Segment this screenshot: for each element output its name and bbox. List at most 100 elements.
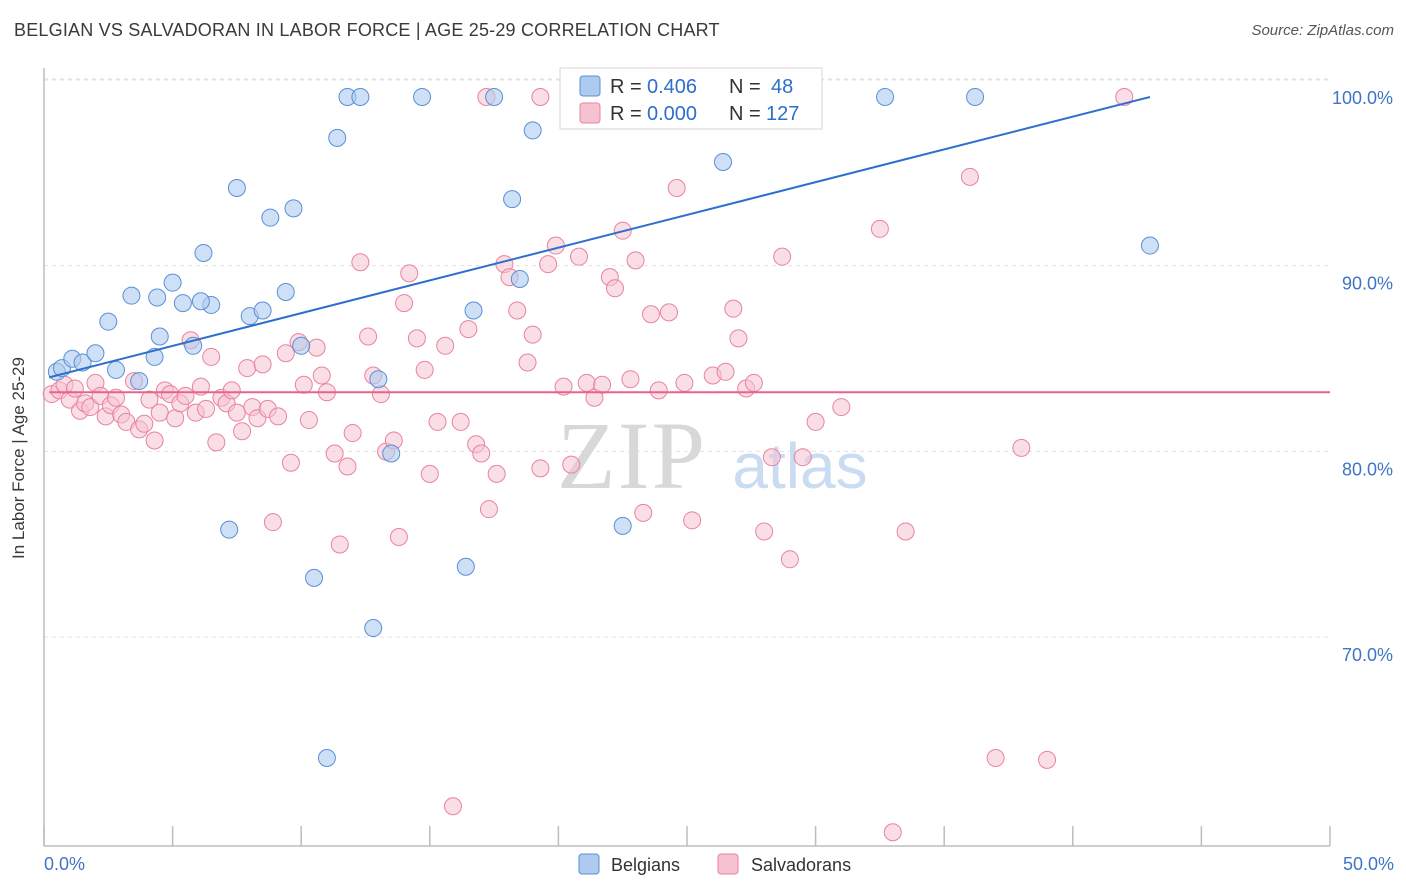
x-ticks — [43, 826, 1331, 846]
belgian-point — [305, 568, 324, 587]
belgian-point — [413, 88, 432, 106]
salvadoran-point — [1115, 88, 1134, 106]
salvadoran-point — [569, 247, 588, 266]
salvadoran-point — [780, 550, 799, 569]
salvadoran-point — [593, 375, 612, 394]
salvadoran-point — [762, 448, 781, 467]
salvadoran-point — [773, 247, 792, 266]
salvadoran-point — [634, 503, 653, 522]
salvadoran-point — [724, 299, 743, 318]
salvadoran-point — [577, 373, 596, 392]
salvadoran-point — [531, 459, 550, 478]
salvadoran-point — [539, 255, 558, 274]
salvadoran-point — [428, 412, 447, 431]
salvadoran-point — [793, 448, 812, 467]
belgian-point — [148, 288, 167, 307]
salvadoran-point — [359, 327, 378, 346]
salvadoran-point — [227, 403, 246, 422]
salvadoran-point — [451, 412, 470, 431]
belgian-point — [966, 88, 985, 106]
belgian-point — [876, 88, 895, 106]
salvadoran-point — [343, 424, 362, 443]
salvadoran-point — [443, 797, 462, 816]
legend-swatch-belgians — [579, 75, 601, 97]
legend-r-value-salvadorans: 0.000 — [647, 103, 697, 125]
y-tick-label: 100.0% — [1332, 88, 1393, 108]
salvadoran-point — [299, 411, 318, 430]
salvadoran-point — [407, 329, 426, 348]
belgian-point — [317, 748, 336, 767]
belgian-point — [276, 282, 295, 301]
belgian-point — [292, 336, 311, 355]
trend-lines — [48, 96, 1330, 394]
belgian-point — [382, 444, 401, 463]
salvadoran-point — [202, 347, 221, 366]
salvadoran-point — [420, 464, 439, 483]
belgian-point — [456, 557, 475, 576]
salvadoran-point — [667, 178, 686, 197]
salvadoran-point — [400, 264, 419, 283]
belgian-point — [220, 520, 239, 539]
salvadoran-point — [312, 366, 331, 385]
salvadoran-point — [986, 748, 1005, 767]
legend-box: R = 0.406 N = 48 R = 0.000 N = 127 — [559, 67, 823, 130]
belgian-point — [369, 370, 388, 389]
belgian-point — [227, 178, 246, 197]
belgian-point — [714, 152, 733, 171]
salvadoran-point — [140, 390, 159, 409]
bottom-legend-label-belgians: Belgians — [611, 855, 680, 875]
bottom-legend-swatch-belgians — [578, 853, 600, 875]
belgian-point — [328, 128, 347, 147]
legend-box-frame — [559, 67, 823, 130]
salvadoran-point — [554, 377, 573, 396]
salvadoran-point — [325, 444, 344, 463]
salvadoran-point — [197, 399, 216, 418]
belgian-point — [613, 516, 632, 535]
salvadoran-point — [294, 375, 313, 394]
salvadoran-point — [960, 167, 979, 186]
legend-n-label-belgians: N = — [729, 76, 761, 98]
salvadoran-point — [1012, 438, 1031, 457]
salvadoran-point — [716, 362, 735, 381]
belgian-point — [464, 301, 483, 320]
belgian-point — [163, 273, 182, 292]
chart-title: BELGIAN VS SALVADORAN IN LABOR FORCE | A… — [14, 20, 720, 40]
belgian-point — [503, 190, 522, 209]
salvadoran-point — [546, 236, 565, 255]
salvadoran-point — [744, 373, 763, 392]
salvadoran-point — [371, 385, 390, 404]
salvadoran-point — [263, 513, 282, 532]
belgian-point — [284, 199, 303, 218]
legend-n-value-belgians: 48 — [771, 76, 793, 98]
salvadoran-point — [330, 535, 349, 554]
salvadoran-point — [518, 353, 537, 372]
legend-r-value-belgians: 0.406 — [647, 76, 697, 98]
salvadoran-point — [253, 355, 272, 374]
salvadoran-point — [729, 329, 748, 348]
belgian-point — [253, 301, 272, 320]
salvadoran-point — [472, 444, 491, 463]
belgian-point — [351, 88, 370, 106]
salvadoran-point — [222, 381, 241, 400]
belgian-point — [364, 619, 383, 638]
salvadoran-point — [276, 344, 295, 363]
salvadoran-point — [176, 386, 195, 405]
belgians-points — [47, 88, 1159, 767]
salvadoran-point — [659, 303, 678, 322]
salvadoran-point — [238, 359, 257, 378]
salvadoran-point — [389, 528, 408, 547]
belgian-point — [99, 312, 118, 331]
belgian-point — [261, 208, 280, 227]
salvadoran-point — [135, 414, 154, 433]
belgian-point — [523, 121, 542, 140]
legend-r-label-salvadorans: R = — [610, 103, 642, 125]
belgian-point — [173, 294, 192, 313]
y-tick-label: 70.0% — [1342, 645, 1393, 665]
salvadoran-point — [562, 455, 581, 474]
salvadoran-point — [626, 251, 645, 270]
salvadoran-point — [523, 325, 542, 344]
belgian-point — [122, 286, 141, 305]
watermark-atlas: atlas — [732, 430, 867, 502]
salvadoran-point — [675, 373, 694, 392]
salvadoran-point — [883, 823, 902, 842]
